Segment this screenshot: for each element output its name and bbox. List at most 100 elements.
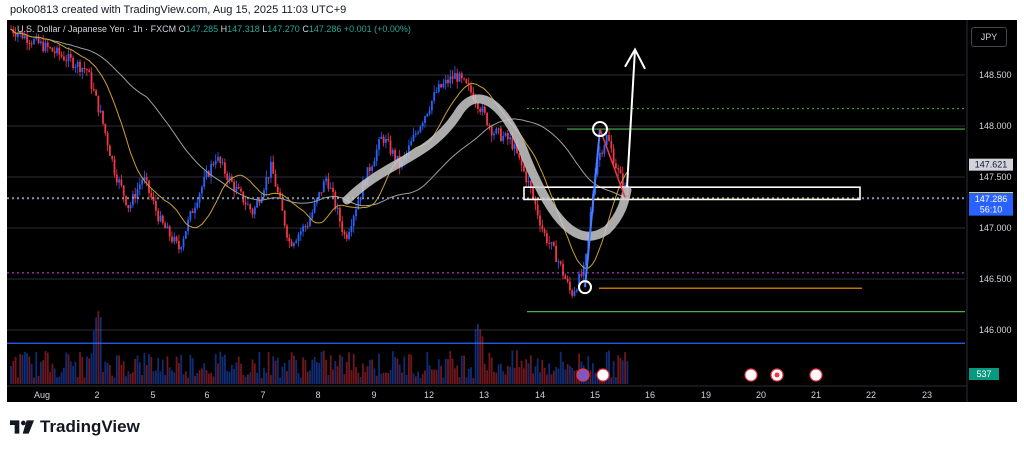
candle-body (267, 177, 270, 179)
volume-bar (490, 357, 493, 384)
candle-body (295, 240, 298, 243)
candle-body (313, 203, 316, 213)
volume-bar (189, 354, 192, 384)
currency-button[interactable]: JPY (971, 27, 1007, 47)
volume-bar (297, 373, 300, 384)
fast-moving-average-line (10, 28, 628, 270)
candle-body (373, 161, 376, 167)
volume-bar (58, 376, 61, 384)
x-tick-label: 15 (590, 390, 600, 400)
volume-bar (233, 368, 235, 384)
volume-bar (65, 352, 68, 384)
volume-bar (109, 364, 111, 384)
volume-bar (35, 352, 38, 384)
volume-bar (373, 368, 376, 384)
candle-body (559, 261, 562, 264)
volume-bar (389, 370, 392, 384)
low-value: 147.270 (267, 24, 300, 34)
volume-bar (304, 360, 307, 384)
volume-bar (161, 359, 164, 384)
slow-moving-average-line (10, 28, 628, 207)
volume-bar (67, 354, 70, 384)
candle-body (460, 73, 463, 79)
candle-body (548, 242, 551, 244)
candle-body (440, 84, 442, 88)
volume-bar (325, 359, 327, 384)
volume-bar (230, 364, 233, 384)
volume-bar (235, 362, 238, 384)
volume-bar (428, 365, 431, 384)
volume-bar (212, 376, 215, 384)
candle-body (516, 144, 518, 154)
volume-bar (364, 372, 367, 384)
volume-bar (228, 371, 231, 384)
volume-bar (132, 372, 134, 384)
candle-body (256, 200, 258, 208)
candle-body (302, 226, 304, 232)
candle-body (168, 226, 171, 237)
volume-bar (155, 370, 157, 384)
candle-body (180, 247, 183, 250)
volume-bar (127, 371, 130, 384)
volume-bar (500, 363, 502, 384)
volume-bar (615, 376, 617, 384)
volume-bar (42, 360, 45, 384)
volume-bar (51, 363, 54, 384)
volume-bar (513, 367, 516, 384)
price-label: 147.286 (975, 194, 1008, 204)
x-tick-label: Aug (34, 390, 50, 400)
candle-body (451, 76, 454, 79)
volume-bar (63, 367, 65, 384)
volume-bar (412, 373, 415, 384)
candle-body (240, 188, 242, 192)
candle-body (382, 136, 385, 143)
volume-bar (573, 370, 576, 384)
candle-body (318, 192, 321, 199)
candle-body (504, 132, 507, 136)
volume-bar (95, 317, 97, 384)
candle-body (58, 47, 61, 55)
candle-body (30, 43, 33, 45)
volume-bar (447, 359, 449, 384)
chart-area[interactable]: 148.500 148.000 147.500 147.000 146.500 146.0… (7, 20, 1017, 402)
candle-body (608, 134, 610, 141)
volume-bar (244, 376, 247, 384)
volume-label-bg (969, 368, 999, 380)
price-chart[interactable]: 148.500 148.000 147.500 147.000 146.500 146.0… (7, 20, 1017, 402)
candle-body (217, 156, 219, 161)
volume-bar (207, 373, 210, 384)
volume-bar (552, 370, 555, 384)
volume-bar (440, 365, 442, 384)
candle-body (329, 187, 332, 189)
volume-bar (529, 355, 532, 384)
candle-body (150, 193, 153, 198)
volume-bar (49, 371, 51, 384)
candle-body (520, 157, 523, 166)
change-value: +0.001 (+0.00%) (343, 24, 411, 34)
y-tick-label: 146.000 (979, 325, 1012, 335)
candle-body (69, 53, 72, 58)
low-label: L (262, 24, 268, 34)
volume-label: 537 (976, 369, 991, 379)
candle-body (385, 138, 387, 143)
volume-bar (145, 365, 148, 384)
candle-body (412, 134, 415, 142)
candle-body (205, 171, 208, 177)
volume-bar (385, 372, 387, 384)
volume-bar (286, 371, 288, 384)
candle-body (617, 168, 620, 170)
candle-body (571, 290, 574, 296)
volume-bar (456, 365, 459, 384)
tradingview-logo-icon (10, 420, 34, 434)
volume-bar (306, 371, 309, 384)
candle-body (161, 215, 164, 224)
close-value: 147.286 (308, 24, 342, 34)
candle-body (546, 233, 548, 243)
candle-body (378, 139, 380, 150)
volume-bar (178, 362, 180, 384)
volume-bar (594, 372, 597, 384)
volume-bar (115, 355, 118, 384)
x-tick-label: 5 (150, 390, 155, 400)
volume-bar (605, 352, 608, 384)
candle-body (359, 196, 362, 201)
